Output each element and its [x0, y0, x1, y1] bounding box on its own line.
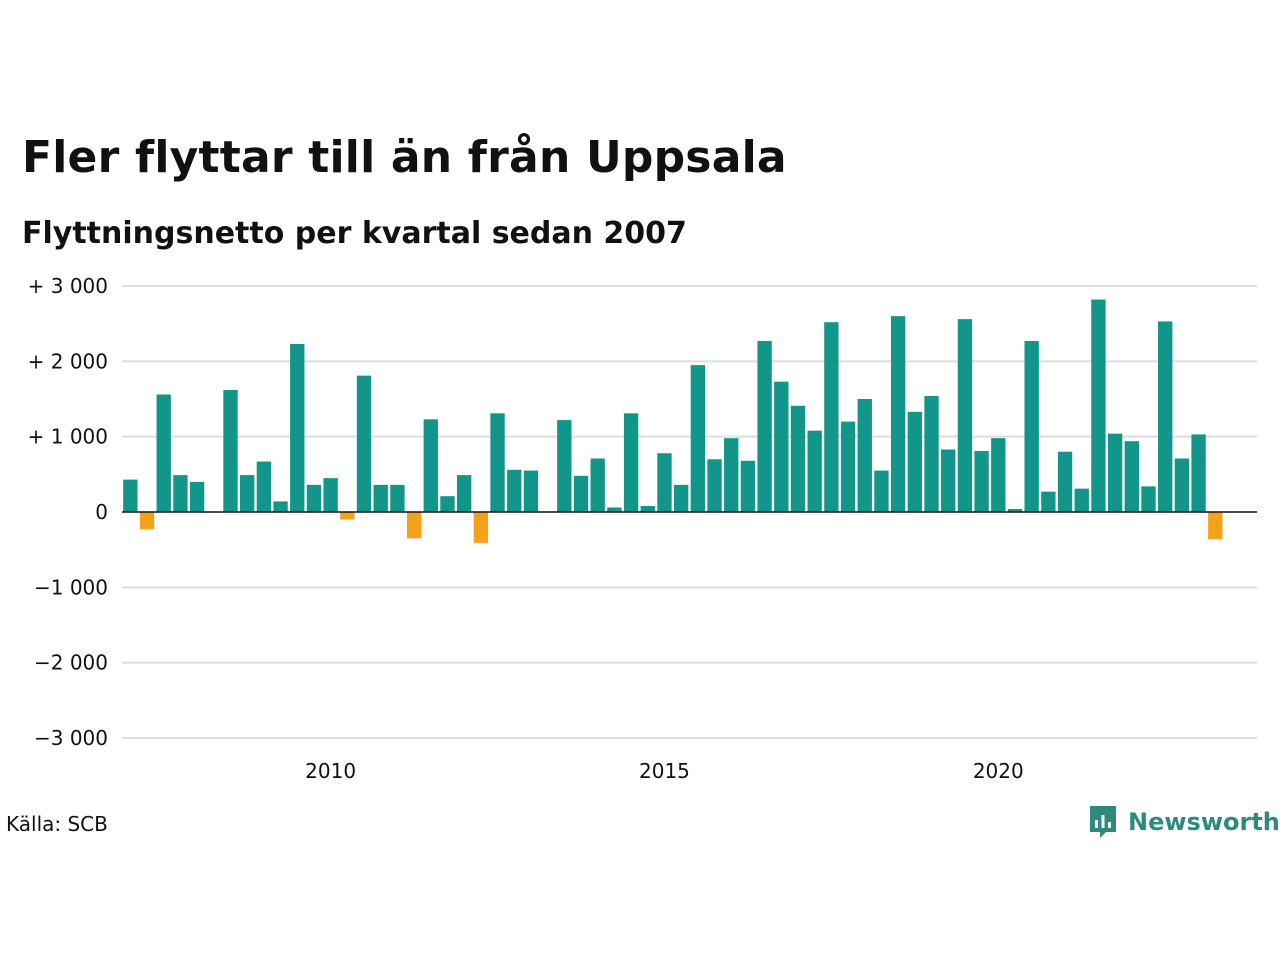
- bar-2019-q1: [924, 395, 939, 512]
- source-note: Källa: SCB: [6, 812, 108, 836]
- bar-2012-q1: [456, 475, 472, 512]
- bar-2020-q1: [991, 438, 1006, 512]
- bars: [123, 299, 1223, 543]
- bar-2017-q4: [840, 421, 856, 512]
- y-tick-label: −1 000: [34, 575, 108, 599]
- bar-2022-q1: [1124, 441, 1139, 512]
- bar-2019-q4: [974, 450, 989, 512]
- bar-2015-q4: [707, 459, 722, 512]
- bar-2008-q4: [240, 475, 255, 512]
- bar-2009-q2: [273, 501, 288, 512]
- bar-2017-q1: [790, 405, 806, 512]
- bar-2014-q2: [607, 507, 622, 512]
- x-tick-label: 2010: [305, 759, 356, 783]
- bar-2013-q4: [573, 475, 589, 512]
- x-tick-label: 2020: [973, 759, 1024, 783]
- bar-2012-q4: [507, 469, 522, 512]
- y-tick-label: 0: [95, 500, 108, 524]
- bar-2016-q4: [774, 381, 789, 512]
- bar-2013-q1: [523, 470, 539, 512]
- bar-2007-q3: [156, 394, 171, 512]
- bar-2016-q3: [757, 340, 772, 512]
- bar-2011-q4: [440, 496, 455, 512]
- bar-2018-q3: [890, 316, 906, 512]
- bar-2010-q1: [323, 478, 338, 512]
- bar-2014-q1: [590, 458, 605, 512]
- bar-2018-q1: [857, 399, 872, 512]
- y-axis-labels: + 3 000 + 2 000 + 1 000 0 −1 000 −2 000 −3 000: [28, 274, 108, 750]
- bar-2007-q4: [173, 475, 188, 512]
- bar-2019-q3: [957, 319, 973, 512]
- x-axis-labels: 2010 2015 2020: [305, 759, 1024, 783]
- newsworthy-logo-icon: [1090, 806, 1116, 838]
- bar-2015-q1: [657, 453, 672, 512]
- bar-2011-q2: [406, 512, 422, 539]
- bar-2017-q3: [824, 322, 839, 512]
- bar-2007-q2: [139, 512, 155, 530]
- bar-2022-q2: [1141, 486, 1156, 512]
- bar-2010-q4: [373, 484, 388, 512]
- bar-2018-q4: [907, 411, 922, 512]
- bar-2021-q4: [1107, 433, 1123, 512]
- bar-2021-q2: [1074, 488, 1089, 512]
- bar-2009-q1: [256, 461, 272, 512]
- bar-chart: + 3 000 + 2 000 + 1 000 0 −1 000 −2 000 −3 000…: [28, 274, 1257, 783]
- bar-2016-q1: [724, 438, 739, 512]
- bar-2013-q3: [557, 420, 572, 512]
- bar-2008-q3: [223, 389, 238, 512]
- bar-2019-q2: [941, 449, 956, 512]
- bar-2018-q2: [874, 470, 889, 512]
- chart-subtitle: Flyttningsnetto per kvartal sedan 2007: [22, 216, 687, 251]
- brand-logo: Newsworthy: [1088, 804, 1280, 840]
- bar-2017-q2: [807, 430, 822, 512]
- bar-2015-q2: [673, 484, 689, 512]
- bar-2014-q4: [640, 505, 655, 512]
- bar-2009-q3: [290, 344, 305, 512]
- bar-2016-q2: [740, 460, 756, 512]
- bar-2011-q1: [390, 484, 405, 512]
- x-tick-label: 2015: [639, 759, 690, 783]
- bar-2022-q4: [1174, 458, 1190, 512]
- bar-2010-q3: [356, 375, 372, 512]
- bar-2015-q3: [690, 365, 706, 512]
- brand-name: Newsworthy: [1128, 808, 1280, 836]
- bar-2021-q1: [1057, 451, 1073, 512]
- chart-title: Fler flyttar till än från Uppsala: [22, 132, 787, 183]
- bar-2020-q3: [1024, 340, 1039, 512]
- bar-2014-q3: [623, 413, 639, 512]
- bar-2023-q1: [1191, 434, 1206, 512]
- bar-2010-q2: [340, 512, 355, 520]
- bar-2009-q4: [306, 484, 322, 512]
- y-tick-label: + 1 000: [28, 425, 108, 449]
- bar-2012-q3: [490, 413, 505, 512]
- y-tick-label: + 2 000: [28, 349, 108, 373]
- bar-2007-q1: [123, 479, 138, 512]
- bar-2011-q3: [423, 419, 438, 512]
- bar-2023-q2: [1208, 512, 1223, 540]
- y-tick-label: −3 000: [34, 726, 108, 750]
- bar-2020-q2: [1007, 508, 1023, 512]
- y-tick-label: −2 000: [34, 651, 108, 675]
- bar-2020-q4: [1041, 491, 1056, 512]
- bar-2022-q3: [1158, 321, 1173, 512]
- gridlines: [122, 285, 1257, 739]
- bar-2021-q3: [1091, 299, 1106, 512]
- bar-2008-q1: [189, 481, 205, 512]
- y-tick-label: + 3 000: [28, 274, 108, 298]
- bar-2012-q2: [473, 512, 489, 543]
